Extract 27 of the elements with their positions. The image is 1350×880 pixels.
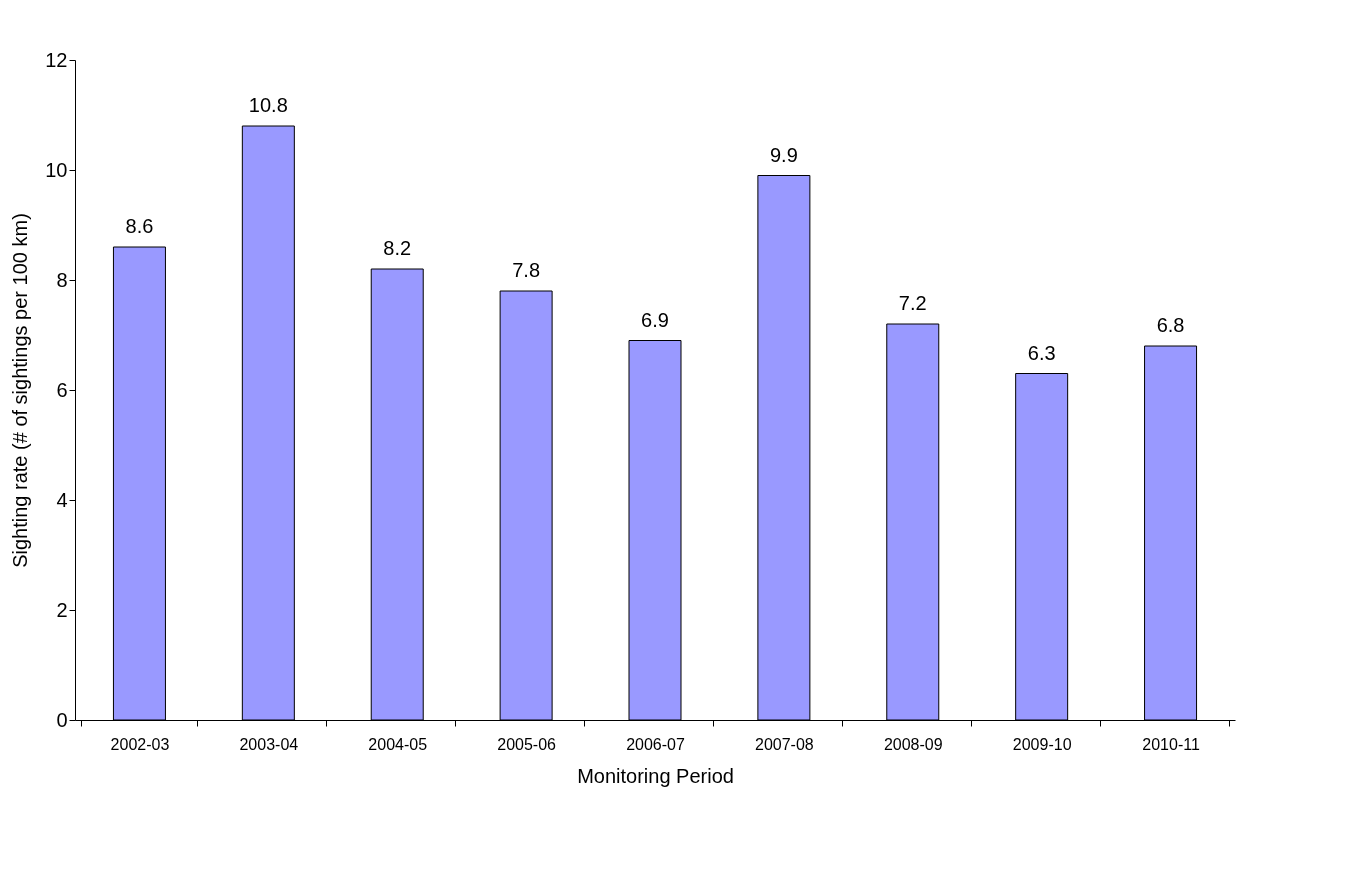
data-label: 7.2 xyxy=(898,292,927,314)
y-tick-label: 12 xyxy=(45,48,68,71)
x-tick-label: 2010-11 xyxy=(1142,735,1200,753)
x-axis-title: Monitoring Period xyxy=(577,764,734,787)
y-tick-label: 0 xyxy=(56,708,68,731)
data-label: 6.9 xyxy=(641,308,669,331)
data-label: 7.8 xyxy=(512,259,541,281)
y-tick-label: 10 xyxy=(45,158,68,181)
data-label: 8.2 xyxy=(383,237,412,259)
x-tick-label: 2005-06 xyxy=(497,735,557,753)
y-axis-title: Sighting rate (# of sightings per 100 km) xyxy=(9,213,32,568)
data-label: 10.8 xyxy=(248,94,288,116)
x-tick-label: 2003-04 xyxy=(239,735,299,753)
x-tick-label: 2002-03 xyxy=(110,735,170,753)
data-label: 8.6 xyxy=(125,215,154,237)
y-tick-label: 4 xyxy=(56,488,68,511)
y-tick-label: 8 xyxy=(56,268,68,291)
data-label: 9.9 xyxy=(769,143,798,166)
x-tick-label: 2008-09 xyxy=(883,735,943,753)
data-label: 6.8 xyxy=(1156,314,1185,336)
x-tick-label: 2006-07 xyxy=(626,735,685,753)
data-label: 6.3 xyxy=(1027,341,1056,364)
x-tick-label: 2007-08 xyxy=(755,735,814,753)
y-tick-label: 2 xyxy=(56,598,68,621)
x-tick-label: 2009-10 xyxy=(1012,735,1072,753)
y-tick-label: 6 xyxy=(56,378,68,401)
x-tick-label: 2004-05 xyxy=(368,735,428,753)
